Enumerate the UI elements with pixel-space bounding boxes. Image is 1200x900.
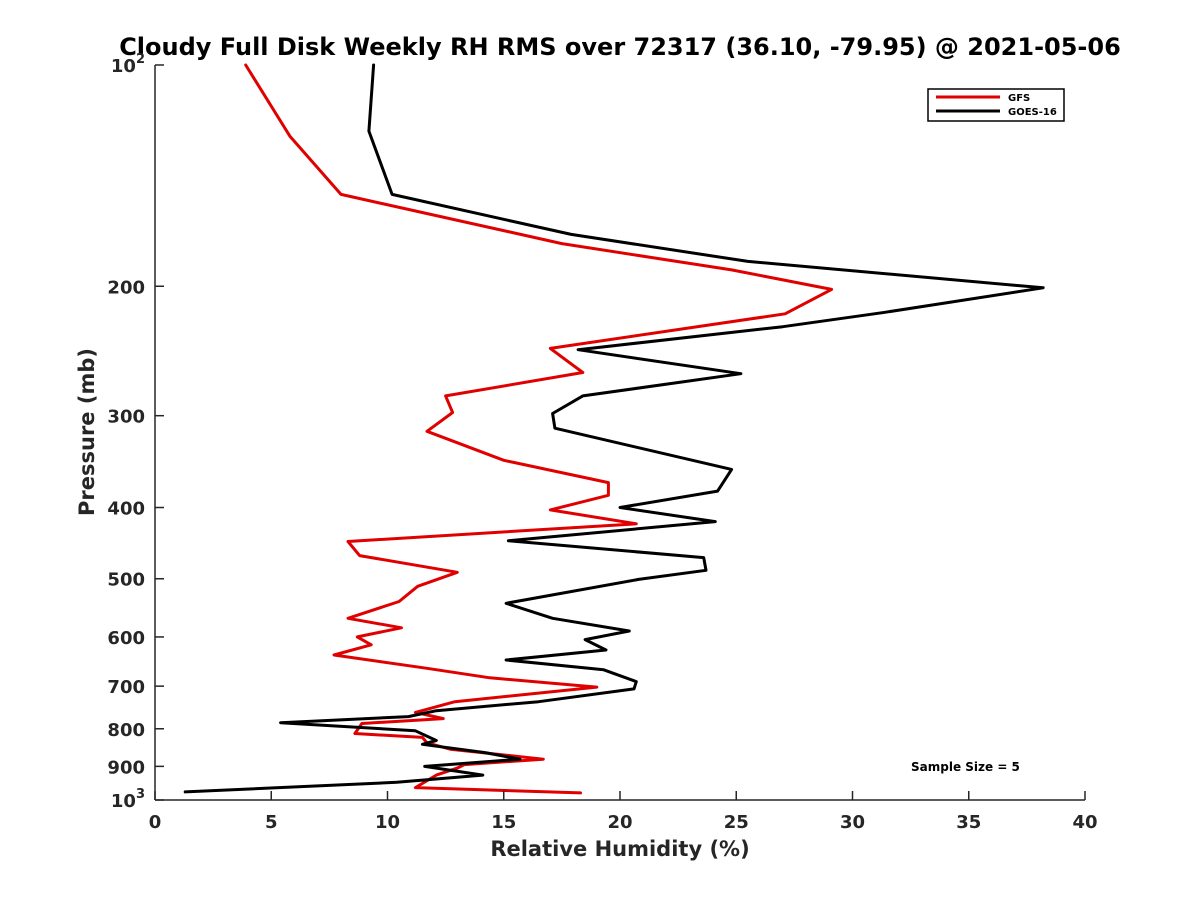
- y-tick-label: 300: [107, 407, 145, 428]
- y-tick-label: 400: [107, 499, 145, 520]
- x-tick-label: 15: [491, 812, 516, 833]
- series-line-goes-16: [183, 63, 1045, 794]
- series-layer: [183, 63, 1045, 795]
- y-tick-label: 102: [111, 52, 145, 77]
- x-tick-label: 10: [375, 812, 400, 833]
- chart-title: Cloudy Full Disk Weekly RH RMS over 7231…: [119, 33, 1121, 61]
- y-tick-label: 600: [107, 628, 145, 649]
- x-tick-label: 20: [607, 812, 632, 833]
- legend-box: [927, 88, 1065, 122]
- x-tick-label: 0: [149, 812, 162, 833]
- y-tick-label: 700: [107, 677, 145, 698]
- y-tick-label: 200: [107, 277, 145, 298]
- y-tick-label: 103: [111, 787, 145, 812]
- y-axis-label: Pressure (mb): [75, 348, 99, 516]
- legend-label-goes16: GOES-16: [1008, 107, 1057, 118]
- x-tick-label: 5: [265, 812, 278, 833]
- y-tick-label: 900: [107, 757, 145, 778]
- series-line-gfs: [244, 63, 834, 795]
- legend-label-gfs: GFS: [1008, 93, 1030, 104]
- y-ticks: 102 200 300 400 500 600 700 800 900 103: [107, 52, 164, 812]
- x-ticks: 0 5 10 15 20 25 30 35 40: [149, 791, 1098, 833]
- legend: GFS GOES-16: [927, 88, 1065, 122]
- y-tick-label: 500: [107, 570, 145, 591]
- sample-size-annotation: Sample Size = 5: [911, 760, 1020, 774]
- x-tick-label: 40: [1072, 812, 1097, 833]
- x-tick-label: 30: [840, 812, 865, 833]
- x-axis-label: Relative Humidity (%): [490, 837, 749, 861]
- x-tick-label: 25: [724, 812, 749, 833]
- x-tick-label: 35: [956, 812, 981, 833]
- y-tick-label: 800: [107, 720, 145, 741]
